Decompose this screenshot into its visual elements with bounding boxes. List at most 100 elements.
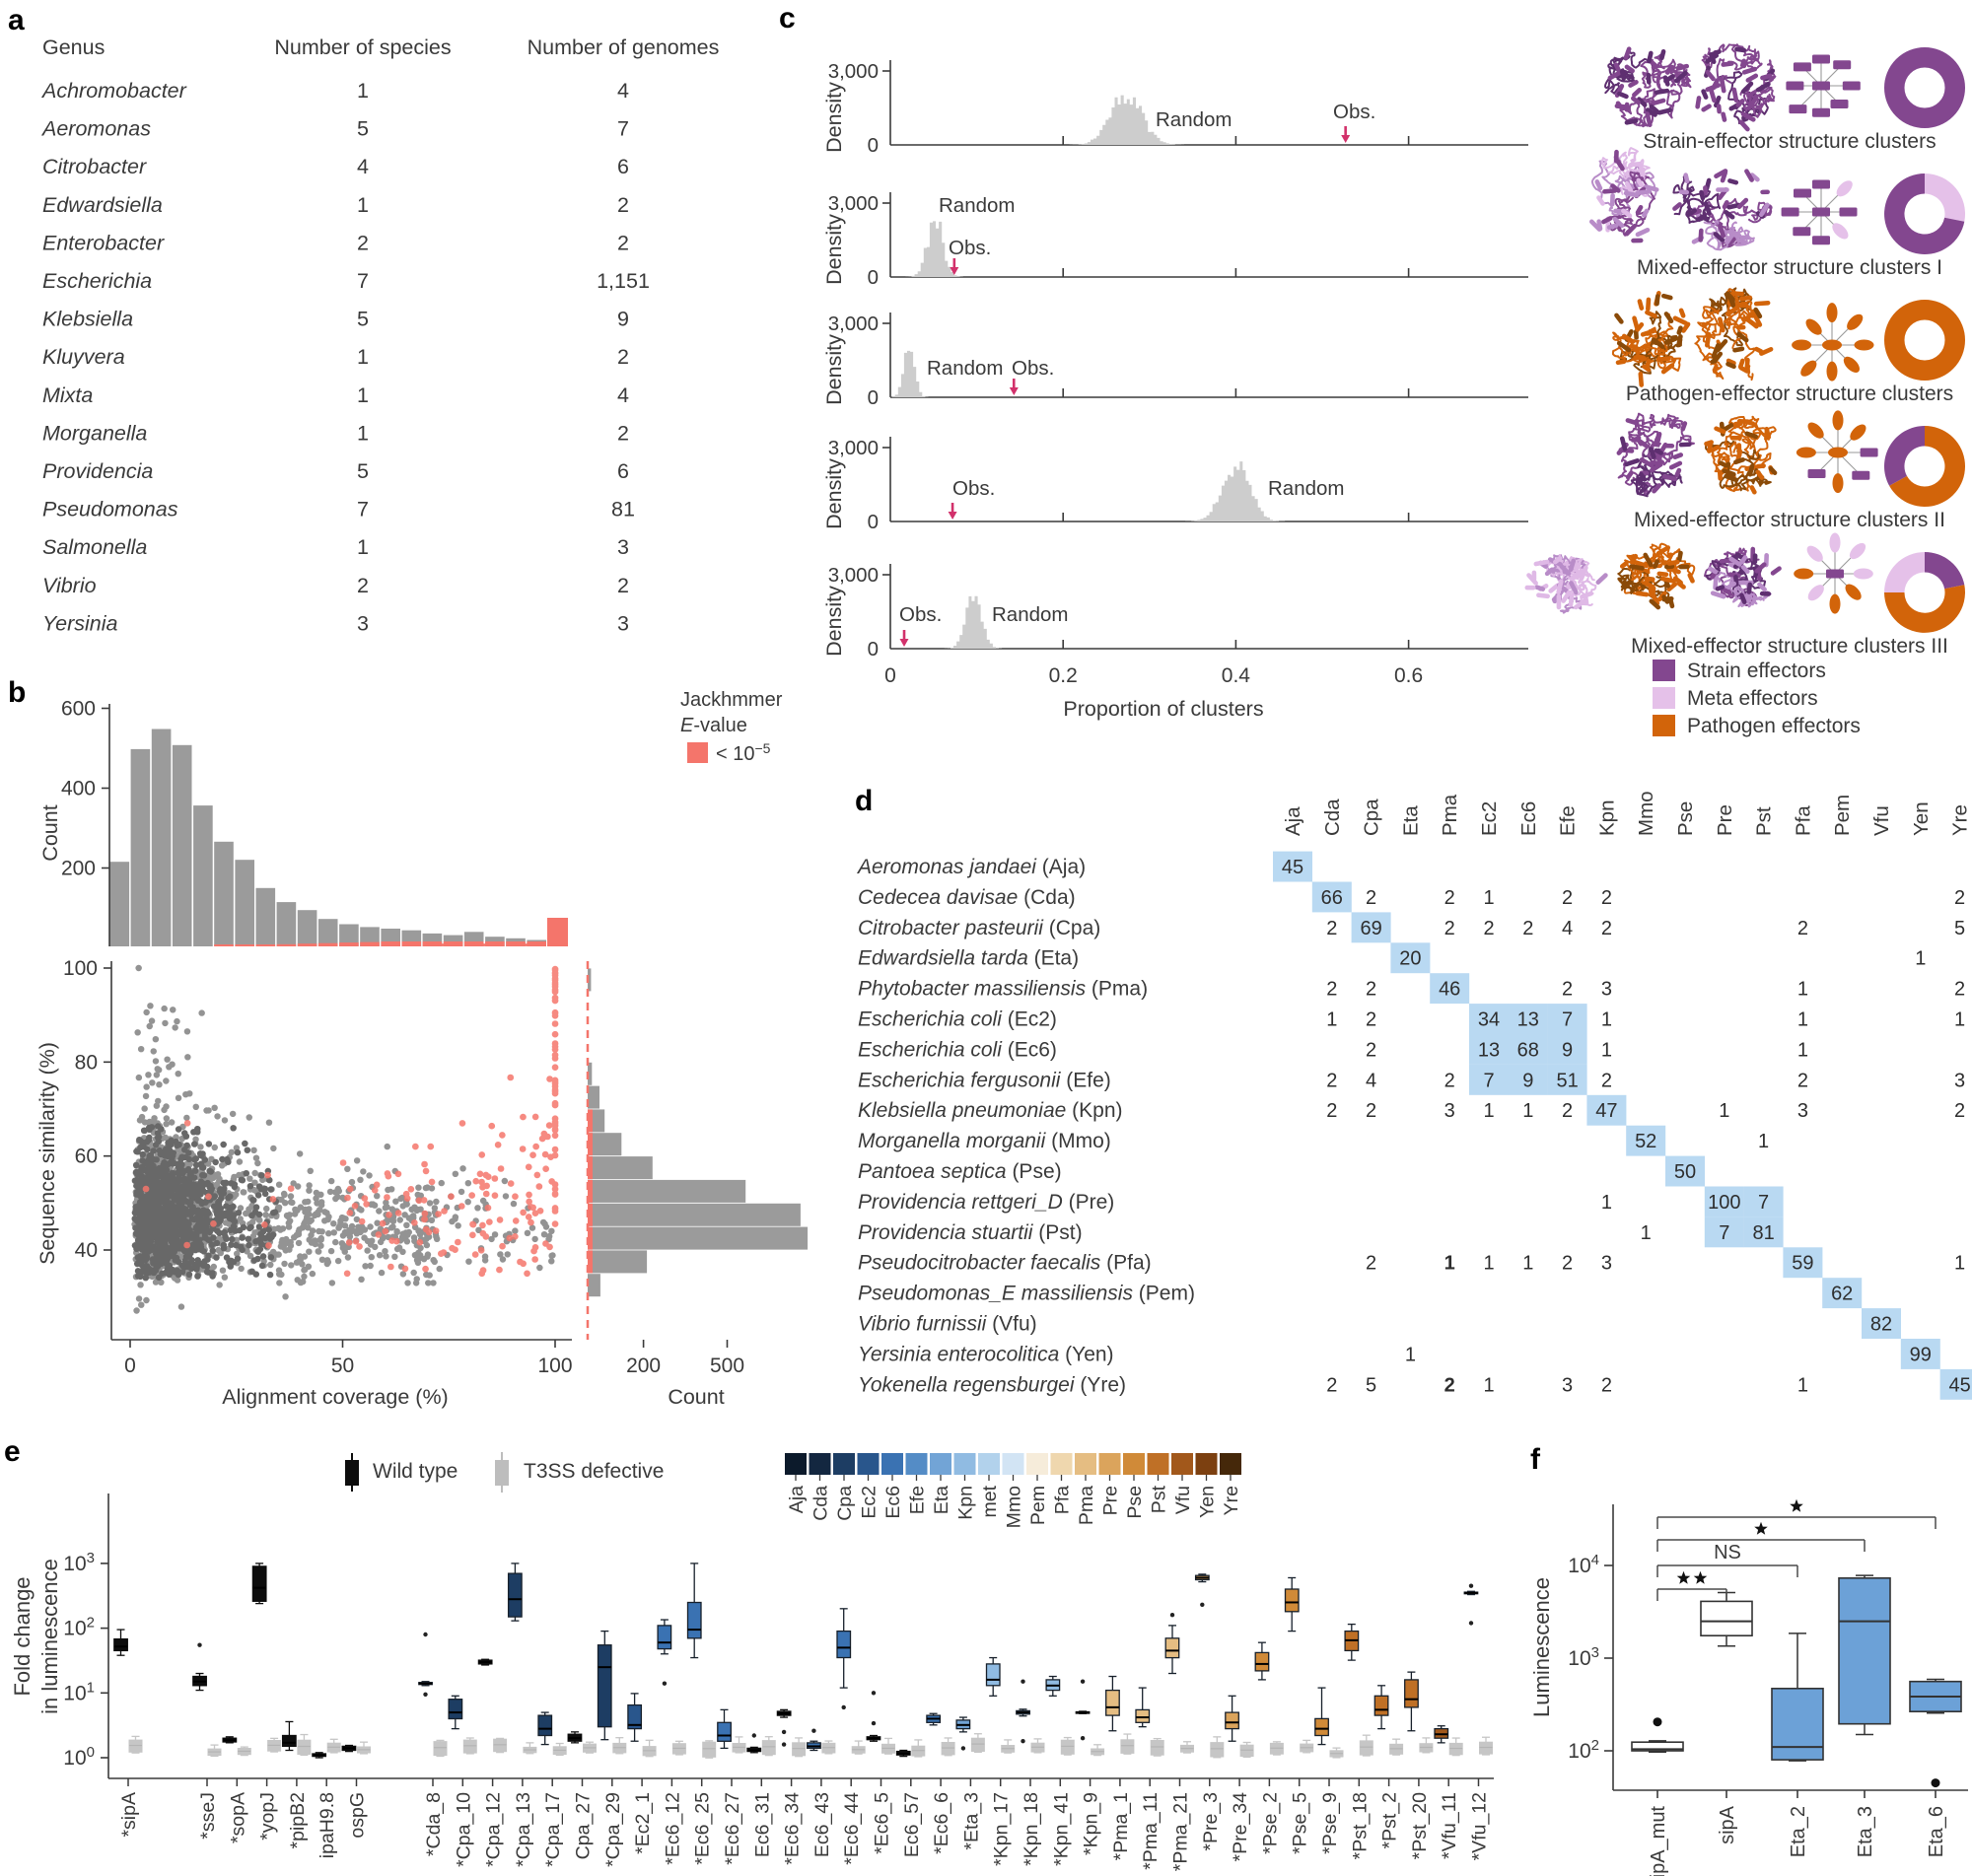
svg-text:Escherichia coli (Ec2): Escherichia coli (Ec2) xyxy=(858,1008,1057,1031)
svg-text:Providencia: Providencia xyxy=(42,459,153,483)
svg-text:1: 1 xyxy=(1601,1039,1612,1061)
svg-text:7: 7 xyxy=(1758,1192,1769,1214)
svg-text:1: 1 xyxy=(1797,1374,1808,1396)
svg-text:Kpn: Kpn xyxy=(1595,800,1618,836)
svg-text:0: 0 xyxy=(868,266,879,289)
svg-text:1: 1 xyxy=(357,193,369,217)
svg-text:Kluyvera: Kluyvera xyxy=(42,345,125,369)
svg-text:Cpa_27: Cpa_27 xyxy=(573,1792,595,1859)
svg-text:Aeromonas jandaei (Aja): Aeromonas jandaei (Aja) xyxy=(856,856,1086,878)
svg-text:Yersinia enterocolitica (Yen): Yersinia enterocolitica (Yen) xyxy=(858,1343,1114,1365)
svg-text:*Pse_5: *Pse_5 xyxy=(1290,1792,1311,1854)
svg-text:3,000: 3,000 xyxy=(828,437,879,459)
svg-text:Proportion of clusters: Proportion of clusters xyxy=(1063,697,1263,721)
svg-text:1: 1 xyxy=(1758,1131,1769,1152)
svg-text:50: 50 xyxy=(331,1355,354,1377)
svg-text:80: 80 xyxy=(75,1051,98,1074)
svg-text:Number of genomes: Number of genomes xyxy=(528,35,720,59)
svg-text:69: 69 xyxy=(1360,918,1381,939)
svg-text:2: 2 xyxy=(1601,918,1612,939)
svg-text:1: 1 xyxy=(1601,1009,1612,1031)
svg-text:1: 1 xyxy=(357,421,369,445)
svg-text:1: 1 xyxy=(1915,948,1926,970)
svg-text:*Ec6_34: *Ec6_34 xyxy=(782,1792,804,1865)
svg-text:1: 1 xyxy=(1797,979,1808,1001)
svg-text:2: 2 xyxy=(1366,1100,1376,1122)
svg-text:Pse: Pse xyxy=(1674,801,1697,836)
svg-text:2: 2 xyxy=(1444,1374,1455,1396)
svg-text:Random: Random xyxy=(939,194,1016,217)
svg-text:4: 4 xyxy=(617,383,629,407)
svg-text:45: 45 xyxy=(1282,857,1303,878)
svg-text:T3SS defective: T3SS defective xyxy=(524,1460,664,1483)
svg-text:< 10−5: < 10−5 xyxy=(716,740,771,765)
svg-text:Obs.: Obs. xyxy=(1012,357,1054,380)
svg-text:Obs.: Obs. xyxy=(899,603,942,626)
svg-text:40: 40 xyxy=(75,1239,98,1262)
svg-text:*Pse_2: *Pse_2 xyxy=(1259,1792,1281,1854)
svg-text:1: 1 xyxy=(1483,1253,1494,1275)
svg-text:Genus: Genus xyxy=(42,35,105,59)
svg-text:Morganella: Morganella xyxy=(42,421,147,445)
svg-text:Density: Density xyxy=(822,82,846,153)
svg-text:2: 2 xyxy=(617,231,629,254)
svg-text:*Pre_3: *Pre_3 xyxy=(1200,1792,1222,1851)
svg-text:1: 1 xyxy=(1326,1009,1337,1031)
svg-text:Cedecea davisae (Cda): Cedecea davisae (Cda) xyxy=(858,886,1076,909)
svg-text:62: 62 xyxy=(1831,1284,1853,1305)
svg-text:Vfu: Vfu xyxy=(1172,1486,1194,1514)
svg-text:9: 9 xyxy=(1522,1070,1533,1091)
svg-text:Count: Count xyxy=(668,1385,724,1409)
svg-text:Escherichia: Escherichia xyxy=(42,269,152,293)
svg-text:Alignment coverage (%): Alignment coverage (%) xyxy=(222,1385,448,1409)
svg-text:2: 2 xyxy=(357,574,369,597)
svg-text:a: a xyxy=(8,4,25,36)
svg-text:2: 2 xyxy=(1326,979,1337,1001)
svg-text:2: 2 xyxy=(1444,1070,1455,1091)
svg-text:Aja: Aja xyxy=(1282,806,1304,836)
svg-text:0.2: 0.2 xyxy=(1049,664,1078,687)
svg-text:Luminescence: Luminescence xyxy=(1529,1577,1554,1717)
svg-text:Obs.: Obs. xyxy=(952,477,995,500)
svg-text:Obs.: Obs. xyxy=(1333,101,1375,123)
svg-text:*Kpn_9: *Kpn_9 xyxy=(1081,1792,1102,1855)
svg-text:7: 7 xyxy=(617,117,629,141)
svg-text:Wild type: Wild type xyxy=(373,1460,458,1483)
svg-text:*Kpn_18: *Kpn_18 xyxy=(1021,1792,1042,1866)
svg-text:met: met xyxy=(979,1485,1001,1517)
svg-text:1: 1 xyxy=(1954,1009,1965,1031)
svg-text:Yre: Yre xyxy=(1221,1486,1242,1515)
svg-text:2: 2 xyxy=(1326,918,1337,939)
svg-text:59: 59 xyxy=(1792,1253,1813,1275)
svg-text:*Pst_18: *Pst_18 xyxy=(1349,1792,1371,1859)
svg-text:2: 2 xyxy=(1797,1070,1808,1091)
svg-text:c: c xyxy=(779,2,796,35)
svg-text:4: 4 xyxy=(1562,918,1573,939)
svg-text:*Pst_2: *Pst_2 xyxy=(1379,1792,1401,1848)
svg-text:2: 2 xyxy=(617,421,629,445)
svg-text:3: 3 xyxy=(1562,1374,1573,1396)
svg-text:7: 7 xyxy=(1719,1222,1729,1244)
svg-text:2: 2 xyxy=(1601,887,1612,909)
svg-text:Sequence similarity (%): Sequence similarity (%) xyxy=(35,1042,59,1265)
svg-text:Pse: Pse xyxy=(1124,1486,1146,1519)
svg-text:1: 1 xyxy=(357,383,369,407)
svg-text:102: 102 xyxy=(1568,1737,1599,1763)
svg-text:7: 7 xyxy=(357,498,369,521)
svg-text:2: 2 xyxy=(1797,918,1808,939)
svg-text:Cda: Cda xyxy=(810,1486,832,1521)
svg-text:Jackhmmer: Jackhmmer xyxy=(680,689,783,711)
svg-text:0: 0 xyxy=(124,1355,136,1377)
svg-text:1: 1 xyxy=(1483,887,1494,909)
svg-text:2: 2 xyxy=(1522,918,1533,939)
svg-text:ipaH9.8: ipaH9.8 xyxy=(317,1792,338,1858)
svg-text:sipA_mut: sipA_mut xyxy=(1648,1806,1669,1876)
svg-text:7: 7 xyxy=(357,269,369,293)
svg-text:0: 0 xyxy=(868,638,879,660)
svg-text:2: 2 xyxy=(1366,1039,1376,1061)
svg-text:103: 103 xyxy=(63,1550,95,1575)
svg-text:1: 1 xyxy=(357,345,369,369)
svg-text:Mixed-effector structure clust: Mixed-effector structure clusters III xyxy=(1631,635,1948,658)
svg-text:*Pse_9: *Pse_9 xyxy=(1319,1792,1341,1854)
svg-text:Yokenella regensburgei (Yre): Yokenella regensburgei (Yre) xyxy=(858,1373,1126,1396)
